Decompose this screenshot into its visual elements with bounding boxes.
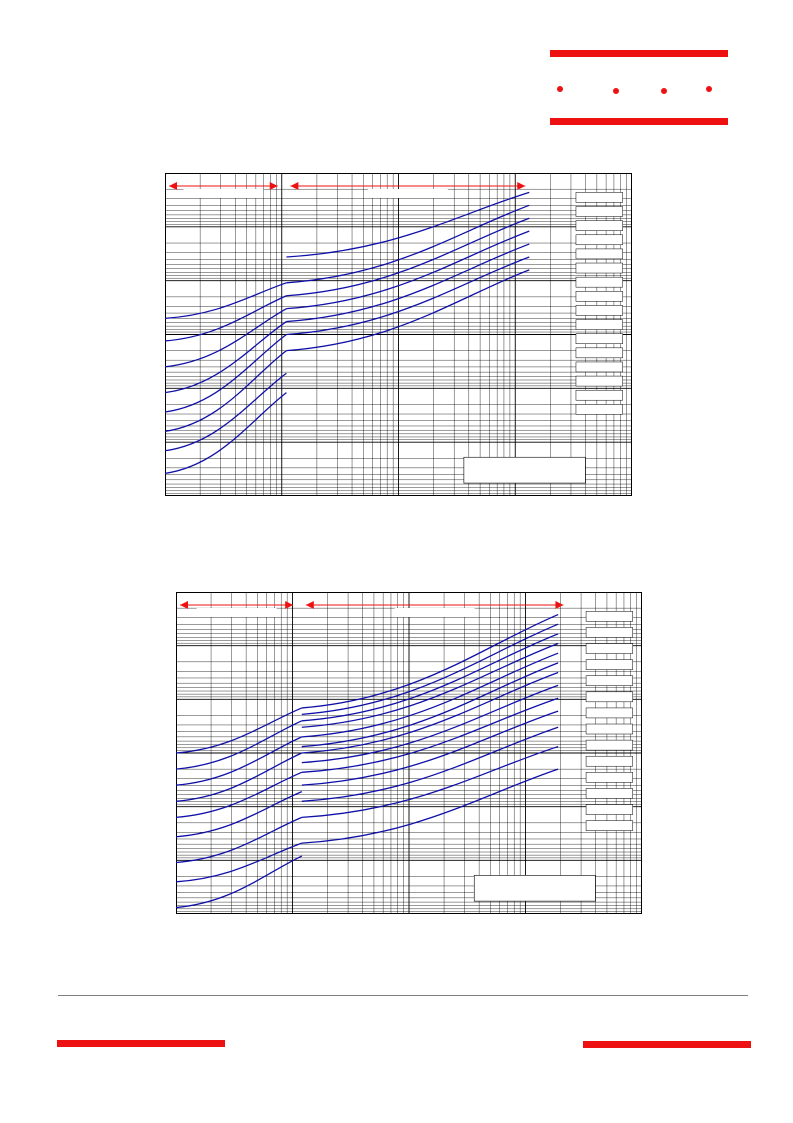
- curve-label-box: [575, 291, 623, 302]
- region-label-box: [394, 608, 475, 617]
- series-curve: [286, 191, 530, 258]
- logo-dot: [557, 86, 563, 92]
- chart-2: [176, 592, 642, 914]
- chart-1: [165, 173, 632, 496]
- series-curve: [286, 256, 530, 336]
- curve-label-box: [585, 643, 633, 654]
- header-bottom-bar: [550, 118, 728, 125]
- series-curve: [176, 855, 303, 909]
- footer-divider: [58, 995, 748, 996]
- series-curve: [165, 282, 287, 319]
- region-arrowhead: [517, 182, 526, 190]
- series-curve: [286, 230, 530, 310]
- curve-label-box: [585, 739, 633, 751]
- curve-label-box: [585, 804, 633, 815]
- curve-label-box: [575, 248, 623, 260]
- curve-label-box: [585, 691, 633, 703]
- series-curve: [176, 842, 303, 883]
- series-curve: [286, 217, 530, 297]
- curve-label-box: [575, 389, 623, 401]
- curve-label-box: [575, 220, 623, 231]
- curve-label-box: [585, 627, 633, 638]
- series-curve: [176, 736, 303, 786]
- series-curve: [301, 613, 559, 709]
- curve-label-box: [575, 319, 623, 330]
- curve-label-box: [585, 772, 633, 783]
- logo-dot: [706, 86, 712, 92]
- series-curve: [301, 684, 559, 764]
- region-arrowhead: [285, 601, 294, 609]
- curve-label-box: [575, 192, 623, 203]
- series-curve: [301, 768, 559, 844]
- series-curve: [301, 726, 559, 802]
- series-curve: [165, 333, 287, 413]
- logo-dot: [661, 88, 667, 94]
- series-curve: [176, 752, 303, 802]
- curve-label-box: [575, 234, 623, 246]
- footer-left-bar: [57, 1040, 225, 1047]
- curve-label-box: [585, 707, 633, 719]
- curve-label-box: [575, 276, 623, 288]
- curve-label-box: [575, 361, 623, 373]
- series-curve: [176, 707, 303, 754]
- logo-dot: [613, 88, 619, 94]
- region-arrowhead: [269, 182, 278, 190]
- curve-label-box: [575, 305, 623, 316]
- series-curve: [165, 350, 287, 433]
- series-curve: [165, 295, 287, 342]
- curve-label-box: [575, 404, 623, 415]
- region-label-box: [183, 189, 264, 198]
- series-curve: [301, 652, 559, 738]
- footer-right-bar: [583, 1041, 751, 1048]
- curve-label-box: [585, 659, 633, 670]
- series-curve: [301, 745, 559, 819]
- series-curve: [301, 642, 559, 728]
- series-curve: [301, 623, 559, 716]
- series-curve: [176, 771, 303, 819]
- series-curve: [165, 308, 287, 368]
- legend-box: [463, 456, 586, 484]
- series-curve: [176, 791, 303, 838]
- curve-label-box: [585, 820, 633, 831]
- curve-label-box: [575, 262, 623, 274]
- series-curve: [165, 321, 287, 394]
- series-curve: [301, 662, 559, 748]
- series-curve: [301, 633, 559, 722]
- region-arrowhead: [555, 601, 564, 609]
- series-curve: [165, 372, 287, 452]
- curve-label-box: [575, 333, 623, 344]
- curve-label-box: [575, 347, 623, 359]
- legend-box: [473, 875, 596, 902]
- region-arrowhead: [290, 182, 299, 190]
- curve-label-box: [585, 723, 633, 735]
- curve-label-box: [575, 206, 623, 217]
- curve-label-box: [585, 611, 633, 622]
- region-arrowhead: [305, 601, 314, 609]
- series-curve: [176, 720, 303, 770]
- curve-label-box: [575, 375, 623, 387]
- series-curve: [286, 243, 530, 323]
- region-arrowhead: [169, 182, 177, 190]
- series-curve: [165, 392, 287, 475]
- curve-label-box: [585, 675, 633, 686]
- curve-label-box: [585, 755, 633, 767]
- series-curve: [301, 710, 559, 786]
- series-curve: [286, 204, 530, 284]
- series-curve: [176, 816, 303, 864]
- series-curve: [301, 697, 559, 773]
- region-arrowhead: [180, 601, 188, 609]
- series-curve: [301, 671, 559, 754]
- region-label-box: [367, 189, 448, 198]
- region-label-box: [196, 608, 277, 617]
- series-curve: [286, 269, 530, 352]
- curve-label-box: [585, 788, 633, 799]
- header-top-bar: [550, 50, 728, 57]
